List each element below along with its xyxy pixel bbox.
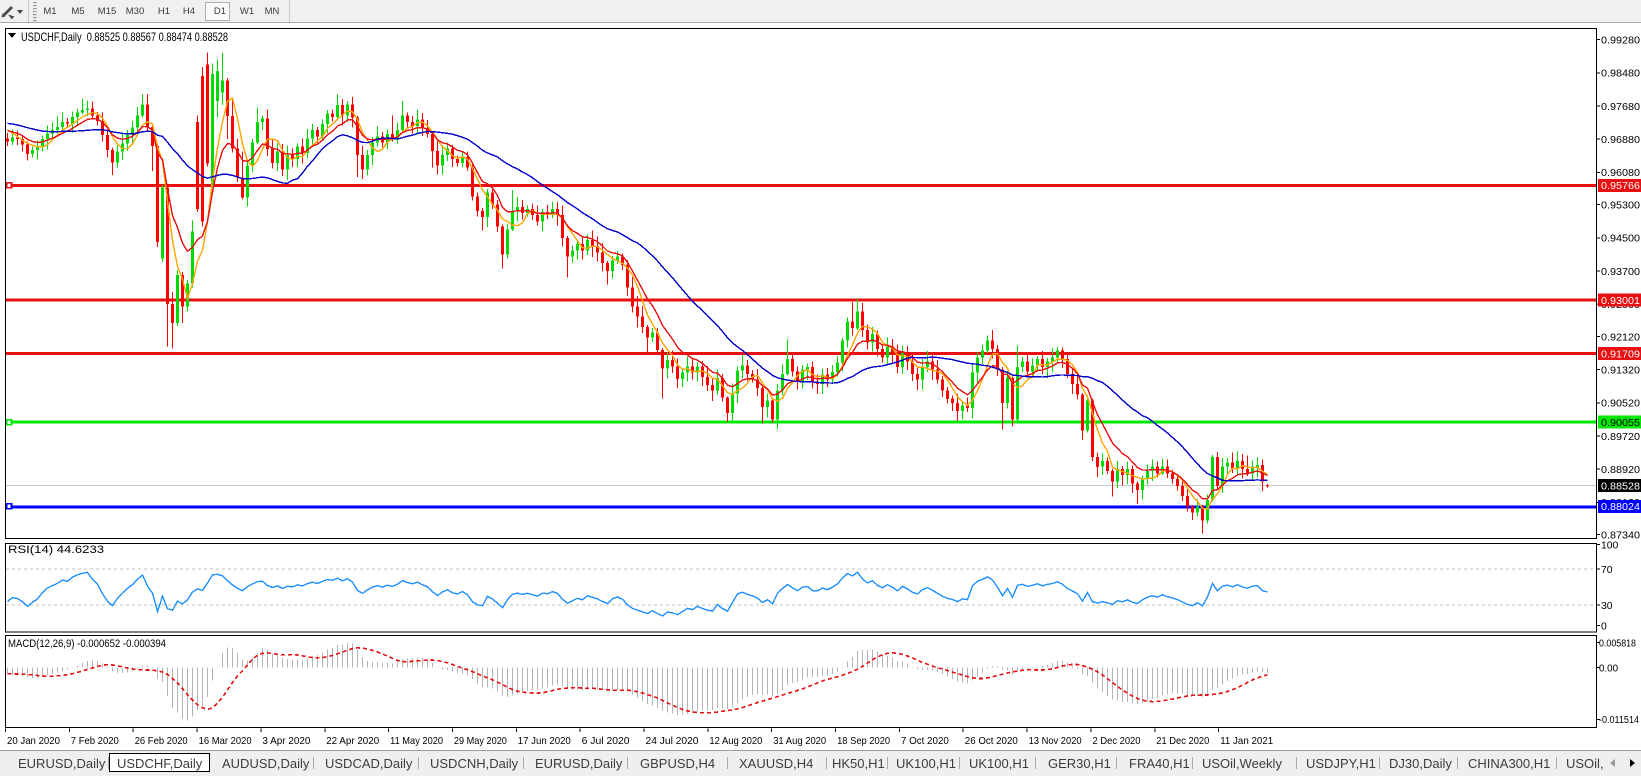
svg-text:0.90520: 0.90520 bbox=[1601, 399, 1640, 410]
svg-text:0.88024: 0.88024 bbox=[1601, 502, 1640, 513]
svg-text:-0.011514: -0.011514 bbox=[1599, 715, 1639, 726]
svg-text:0.88528: 0.88528 bbox=[1601, 481, 1640, 492]
svg-text:0.93001: 0.93001 bbox=[1601, 296, 1640, 307]
svg-text:11 May 2020: 11 May 2020 bbox=[390, 735, 443, 747]
svg-text:3 Apr 2020: 3 Apr 2020 bbox=[262, 735, 310, 747]
svg-text:0.99280: 0.99280 bbox=[1601, 36, 1640, 47]
svg-text:0.00: 0.00 bbox=[1599, 663, 1619, 674]
svg-text:0.98480: 0.98480 bbox=[1601, 69, 1640, 80]
svg-text:7 Oct 2020: 7 Oct 2020 bbox=[901, 735, 949, 747]
svg-text:31 Aug 2020: 31 Aug 2020 bbox=[773, 735, 826, 747]
svg-text:0.96880: 0.96880 bbox=[1601, 135, 1640, 146]
svg-text:0.94500: 0.94500 bbox=[1601, 234, 1640, 245]
svg-text:0.90055: 0.90055 bbox=[1601, 418, 1640, 429]
svg-text:0.96080: 0.96080 bbox=[1601, 168, 1640, 179]
svg-text:2 Dec 2020: 2 Dec 2020 bbox=[1093, 735, 1141, 747]
svg-text:11 Jan 2021: 11 Jan 2021 bbox=[1220, 735, 1273, 747]
svg-text:0.88920: 0.88920 bbox=[1601, 465, 1640, 476]
svg-text:16 Mar 2020: 16 Mar 2020 bbox=[199, 735, 252, 747]
svg-text:17 Jun 2020: 17 Jun 2020 bbox=[518, 735, 571, 747]
svg-text:0.005818: 0.005818 bbox=[1599, 639, 1636, 650]
svg-text:13 Nov 2020: 13 Nov 2020 bbox=[1029, 735, 1082, 747]
svg-text:21 Dec 2020: 21 Dec 2020 bbox=[1156, 735, 1209, 747]
svg-text:USDCHF,Daily 0.88525 0.88567: USDCHF,Daily 0.88525 0.88567 0.88474 0.8… bbox=[21, 30, 228, 44]
svg-text:0.89720: 0.89720 bbox=[1601, 432, 1640, 443]
svg-text:24 Jul 2020: 24 Jul 2020 bbox=[646, 735, 699, 747]
svg-text:0.91320: 0.91320 bbox=[1601, 366, 1640, 377]
svg-text:RSI(14) 44.6233: RSI(14) 44.6233 bbox=[8, 544, 104, 556]
svg-text:29 May 2020: 29 May 2020 bbox=[454, 735, 507, 747]
svg-text:7 Feb 2020: 7 Feb 2020 bbox=[71, 735, 119, 747]
svg-text:26 Feb 2020: 26 Feb 2020 bbox=[135, 735, 188, 747]
svg-text:20 Jan 2020: 20 Jan 2020 bbox=[7, 735, 60, 747]
svg-text:12 Aug 2020: 12 Aug 2020 bbox=[709, 735, 762, 747]
svg-text:0.93700: 0.93700 bbox=[1601, 267, 1640, 278]
svg-text:26 Oct 2020: 26 Oct 2020 bbox=[965, 735, 1018, 747]
svg-text:18 Sep 2020: 18 Sep 2020 bbox=[837, 735, 890, 747]
svg-text:6 Jul 2020: 6 Jul 2020 bbox=[582, 735, 630, 747]
svg-text:30: 30 bbox=[1601, 601, 1613, 612]
svg-text:0.92120: 0.92120 bbox=[1601, 332, 1640, 343]
svg-text:0: 0 bbox=[1601, 622, 1607, 633]
svg-text:0.87340: 0.87340 bbox=[1601, 531, 1640, 542]
svg-text:MACD(12,26,9) -0.000652 -0.000: MACD(12,26,9) -0.000652 -0.000394 bbox=[8, 638, 166, 650]
svg-text:70: 70 bbox=[1601, 565, 1613, 576]
svg-text:0.97680: 0.97680 bbox=[1601, 102, 1640, 113]
svg-text:0.91709: 0.91709 bbox=[1601, 349, 1640, 360]
svg-text:22 Apr 2020: 22 Apr 2020 bbox=[326, 735, 379, 747]
svg-text:100: 100 bbox=[1601, 540, 1619, 551]
svg-text:0.95766: 0.95766 bbox=[1601, 181, 1640, 192]
svg-text:0.95300: 0.95300 bbox=[1601, 201, 1640, 212]
